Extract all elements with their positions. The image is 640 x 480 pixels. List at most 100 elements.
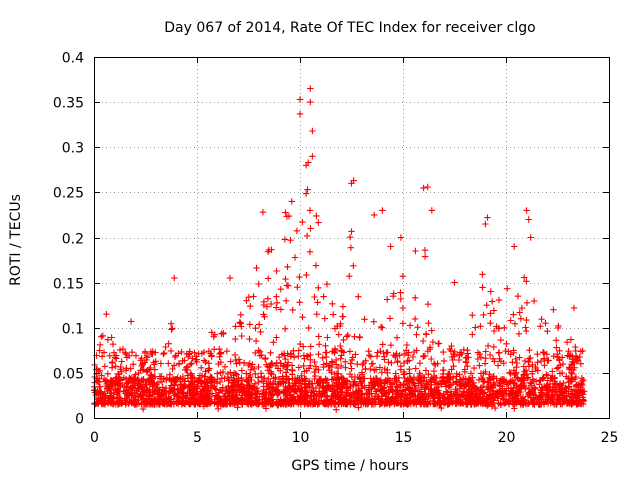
data-point [240,359,248,367]
data-point [232,335,239,343]
data-point [137,357,144,364]
data-point [138,362,145,370]
data-point [360,359,367,367]
data-point [215,399,222,406]
data-point [141,397,148,405]
data-point [239,377,246,384]
data-point [371,211,378,219]
data-point [104,336,112,343]
data-point [303,190,310,197]
data-point [501,324,508,331]
data-point [479,284,486,291]
data-point [540,355,548,362]
data-point [414,324,421,331]
data-point [159,395,166,403]
data-point [467,370,475,377]
data-point [378,380,386,387]
data-point [323,281,331,288]
data-point [461,394,468,401]
y-tick-label: 0 [75,412,84,428]
data-point [486,392,494,399]
data-point [490,327,498,335]
data-point [277,398,284,405]
data-point [421,386,428,393]
data-point [315,284,322,291]
data-point [182,392,189,400]
data-point [337,362,345,370]
data-point [460,346,467,353]
data-point [372,375,380,382]
data-point [185,353,192,361]
data-point [526,347,533,354]
data-point [350,400,357,408]
data-point [393,350,400,357]
data-point [283,401,290,408]
data-point [238,374,245,382]
data-point [399,304,407,312]
data-point [484,214,491,221]
data-point [513,359,521,367]
data-point [383,395,390,403]
data-point [521,357,529,365]
data-point [247,391,255,398]
data-point [405,352,412,359]
data-point [239,386,247,393]
data-point [282,275,289,283]
data-point [103,311,110,318]
data-point [299,314,306,321]
data-point [371,367,378,374]
data-point [513,369,520,376]
data-point [157,360,164,367]
data-point [515,330,523,337]
data-point [303,271,310,279]
data-point [571,364,578,371]
data-point [485,379,492,386]
data-point [393,334,401,341]
data-point [378,369,385,376]
data-point [148,372,155,380]
data-point [220,393,227,400]
data-point [143,387,150,395]
data-point [134,376,141,383]
data-point [285,384,292,392]
data-point [531,400,538,407]
data-point [98,400,105,407]
data-point [277,367,284,374]
data-point [424,398,431,406]
data-point [273,299,281,306]
data-point [243,370,250,377]
data-point [263,303,271,310]
data-point [565,348,572,355]
data-point [224,398,231,405]
data-point [484,342,492,350]
data-point [309,153,316,160]
data-point [289,306,296,314]
data-point [549,374,556,382]
data-point [472,324,479,331]
data-point [521,274,528,281]
data-point [312,262,320,269]
data-point [342,358,349,365]
data-point [313,391,320,398]
data-point [411,315,419,323]
data-point [379,341,386,348]
data-point [448,342,455,350]
data-point [539,375,547,382]
data-point [258,351,265,359]
data-point [381,365,388,373]
data-point [489,388,496,395]
data-point [500,360,507,367]
data-point [356,373,363,381]
data-point [461,366,468,373]
data-point [494,394,501,402]
data-point [357,400,365,408]
data-point [307,98,314,106]
data-point [119,381,126,389]
data-point [449,356,456,364]
data-point [450,394,457,402]
data-point [355,404,362,411]
data-point [160,350,167,358]
data-point [361,395,368,402]
data-point [428,327,435,334]
data-point [319,391,326,398]
